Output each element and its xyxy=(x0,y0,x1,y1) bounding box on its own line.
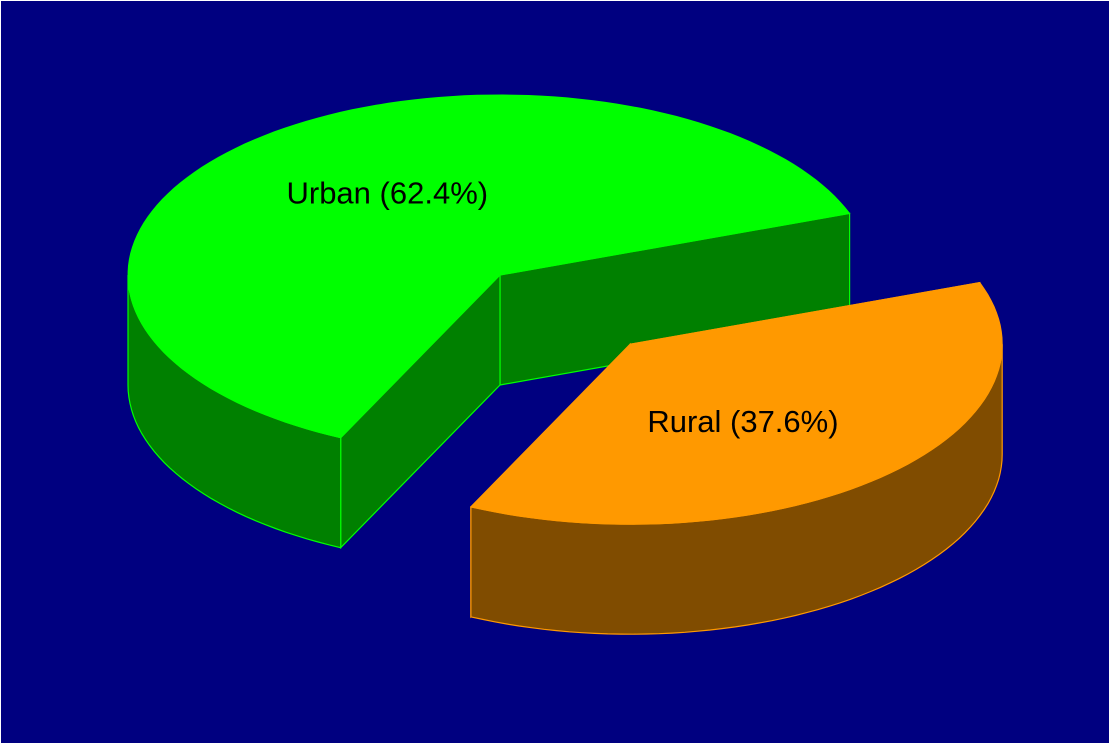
slice-top xyxy=(127,94,851,439)
slice-label: Urban (62.4%) xyxy=(286,175,488,210)
slice-label: Rural (37.6%) xyxy=(647,404,838,439)
slice-top xyxy=(469,282,1003,525)
slice-labels: Urban (62.4%) Rural (37.6%) xyxy=(286,175,838,439)
slice-tops xyxy=(127,94,1003,525)
